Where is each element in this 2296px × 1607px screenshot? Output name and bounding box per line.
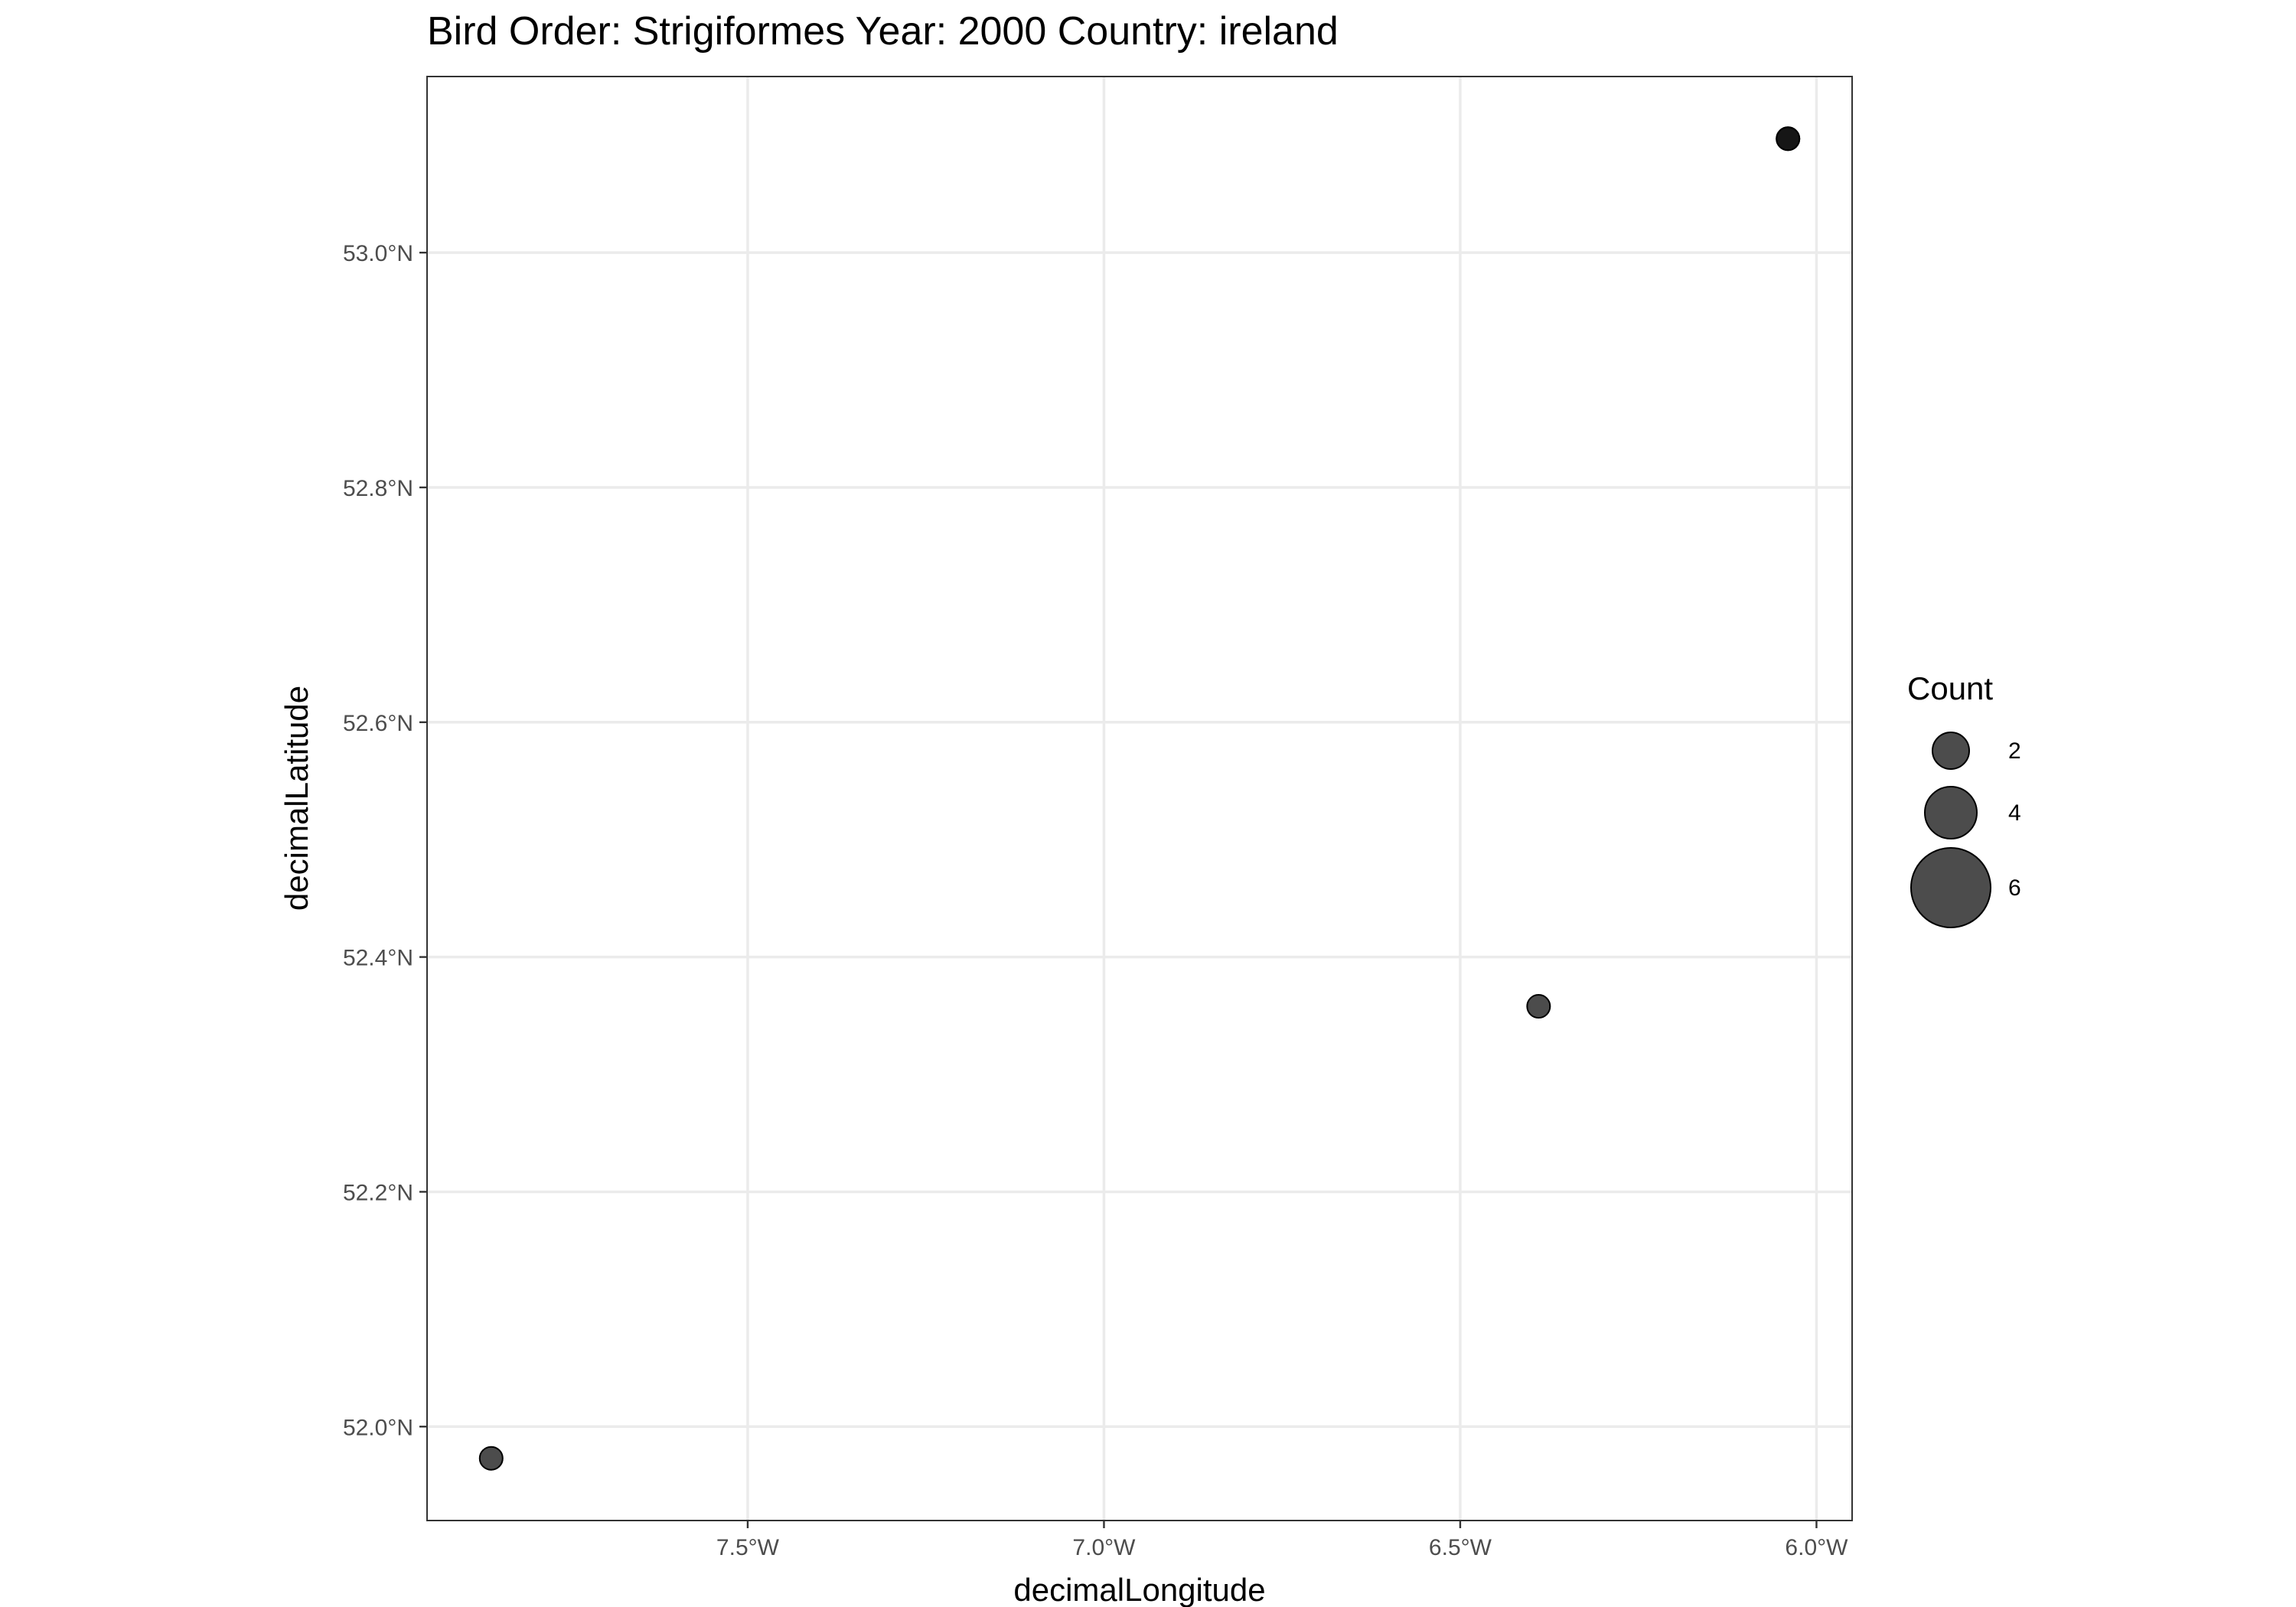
- x-tick-label: 6.0°W: [1785, 1535, 1848, 1560]
- x-tick-label: 7.0°W: [1072, 1535, 1136, 1560]
- x-axis-title: decimalLongitude: [1013, 1572, 1265, 1607]
- grid-lines: [427, 77, 1852, 1521]
- y-tick-label: 52.8°N: [343, 476, 413, 501]
- y-tick-label: 52.4°N: [343, 946, 413, 971]
- data-point: [478, 1446, 504, 1471]
- data-point: [1526, 994, 1551, 1019]
- chart-title: Bird Order: Strigiformes Year: 2000 Coun…: [427, 9, 1339, 54]
- data-point: [1776, 126, 1801, 152]
- legend-label: 4: [2008, 800, 2021, 826]
- y-tick-label: 53.0°N: [343, 241, 413, 266]
- x-tick-label: 7.5°W: [716, 1535, 780, 1560]
- y-tick-label: 52.0°N: [343, 1415, 413, 1440]
- legend-key: [1910, 847, 1991, 928]
- plot-border: [426, 76, 1853, 1521]
- legend-label: 2: [2008, 738, 2021, 764]
- y-axis-title: decimalLatitude: [279, 686, 315, 911]
- legend-key: [1932, 732, 1970, 770]
- data-points: [478, 126, 1801, 1471]
- axes: 7.5°W 7.0°W 6.5°W 6.0°W 52.0°N 52.2°N 52.4°N 52…: [343, 241, 1848, 1560]
- legend: Count 2 4 6: [1907, 670, 2021, 928]
- legend-key: [1924, 786, 1978, 839]
- legend-title: Count: [1907, 670, 1993, 706]
- y-tick-label: 52.2°N: [343, 1180, 413, 1205]
- legend-label: 6: [2008, 875, 2021, 901]
- y-tick-label: 52.6°N: [343, 711, 413, 736]
- x-tick-label: 6.5°W: [1429, 1535, 1492, 1560]
- plot-panel: [426, 76, 1853, 1521]
